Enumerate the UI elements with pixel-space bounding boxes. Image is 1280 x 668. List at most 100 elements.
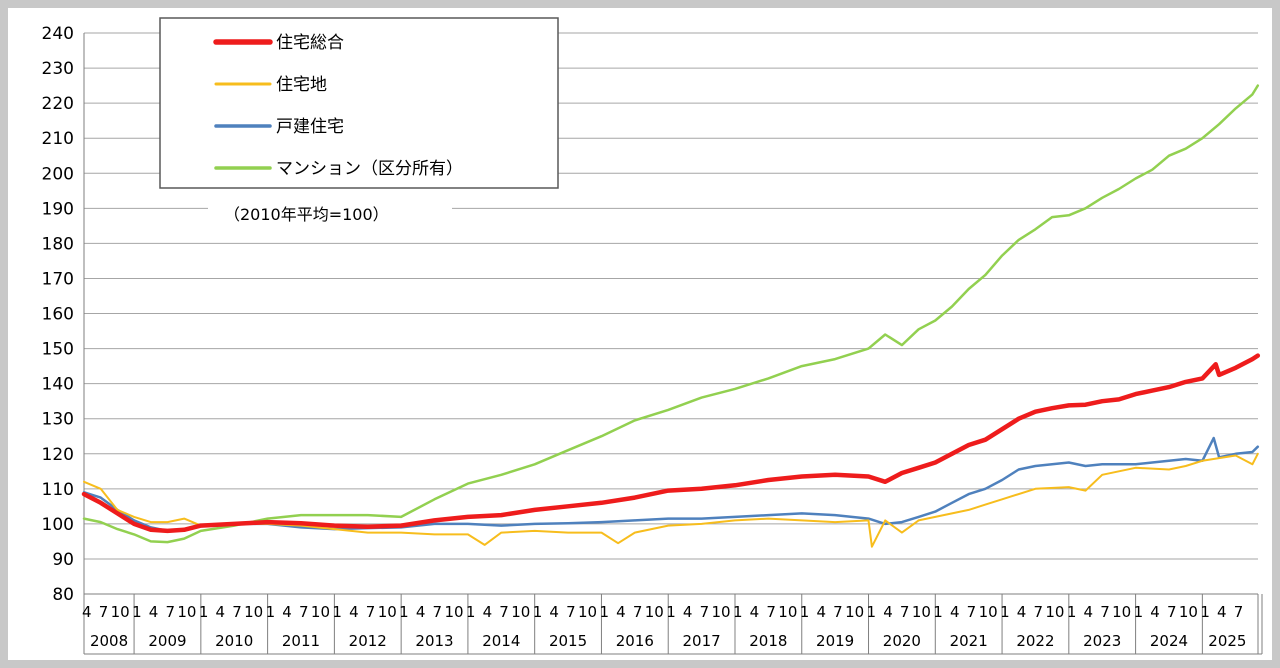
- month-tick-label: 1: [332, 603, 342, 621]
- month-tick-label: 7: [99, 603, 109, 621]
- month-tick-label: 7: [633, 603, 643, 621]
- month-tick-label: 10: [111, 603, 130, 621]
- legend-label-0: 住宅総合: [276, 33, 344, 53]
- month-tick-label: 1: [266, 603, 276, 621]
- y-tick-label: 240: [42, 24, 74, 44]
- month-tick-label: 7: [700, 603, 710, 621]
- month-tick-label: 4: [149, 603, 159, 621]
- month-tick-label: 4: [883, 603, 893, 621]
- month-tick-label: 4: [750, 603, 760, 621]
- month-tick-label: 1: [1000, 603, 1010, 621]
- month-tick-label: 10: [979, 603, 998, 621]
- month-tick-label: 7: [1033, 603, 1043, 621]
- year-label: 2014: [482, 632, 520, 650]
- y-tick-label: 230: [42, 59, 74, 79]
- month-tick-label: 10: [378, 603, 397, 621]
- month-tick-label: 4: [1017, 603, 1027, 621]
- year-label: 2022: [1016, 632, 1054, 650]
- month-tick-label: 1: [599, 603, 609, 621]
- month-tick-label: 4: [549, 603, 559, 621]
- year-label: 2008: [90, 632, 128, 650]
- month-tick-label: 1: [1067, 603, 1077, 621]
- year-label: 2024: [1150, 632, 1188, 650]
- month-tick-label: 7: [165, 603, 175, 621]
- y-tick-label: 120: [42, 445, 74, 465]
- month-tick-label: 1: [466, 603, 476, 621]
- month-tick-label: 4: [683, 603, 693, 621]
- year-label: 2018: [749, 632, 787, 650]
- year-label: 2025: [1208, 632, 1246, 650]
- month-tick-label: 1: [666, 603, 676, 621]
- chart-container: 80 90 100 110 120 130 140 150 160 170 180 190 200 210…: [8, 8, 1272, 660]
- year-label: 2010: [215, 632, 253, 650]
- month-tick-label: 7: [1167, 603, 1177, 621]
- year-label: 2009: [148, 632, 186, 650]
- note-background: [208, 201, 452, 227]
- month-tick-label: 4: [1217, 603, 1227, 621]
- y-tick-label: 160: [42, 305, 74, 325]
- month-tick-label: 10: [444, 603, 463, 621]
- month-tick-label: 4: [816, 603, 826, 621]
- month-tick-label: 4: [349, 603, 359, 621]
- month-tick-label: 7: [499, 603, 509, 621]
- y-tick-label: 180: [42, 234, 74, 254]
- legend-label-1: 住宅地: [276, 75, 327, 95]
- month-tick-label: 7: [766, 603, 776, 621]
- month-tick-label: 1: [399, 603, 409, 621]
- y-tick-label: 130: [42, 410, 74, 430]
- month-tick-label: 1: [933, 603, 943, 621]
- month-tick-label: 4: [950, 603, 960, 621]
- legend-box: [159, 17, 559, 189]
- year-label: 2013: [415, 632, 453, 650]
- month-tick-label: 7: [232, 603, 242, 621]
- year-label: 2011: [282, 632, 320, 650]
- month-tick-label: 1: [733, 603, 743, 621]
- y-tick-label: 150: [42, 340, 74, 360]
- month-tick-label: 7: [1100, 603, 1110, 621]
- month-tick-label: 1: [533, 603, 543, 621]
- legend-label-2: 戸建住宅: [276, 117, 344, 137]
- y-tick-label: 190: [42, 199, 74, 219]
- month-tick-label: 4: [483, 603, 493, 621]
- month-tick-label: 10: [177, 603, 196, 621]
- month-tick-label: 10: [845, 603, 864, 621]
- year-label: 2020: [883, 632, 921, 650]
- y-tick-label: 80: [52, 585, 74, 605]
- month-tick-label: 10: [712, 603, 731, 621]
- month-tick-label: 4: [216, 603, 226, 621]
- month-tick-label: 10: [912, 603, 931, 621]
- month-tick-label: 10: [311, 603, 330, 621]
- month-tick-label: 1: [867, 603, 877, 621]
- month-tick-label: 1: [1134, 603, 1144, 621]
- month-tick-label: 7: [566, 603, 576, 621]
- series-line-0: [81, 353, 1261, 534]
- month-tick-label: 4: [616, 603, 626, 621]
- y-tick-label: 210: [42, 129, 74, 149]
- y-tick-label: 220: [42, 94, 74, 114]
- year-label: 2012: [349, 632, 387, 650]
- y-tick-label: 90: [52, 550, 74, 570]
- year-label: 2021: [950, 632, 988, 650]
- month-tick-label: 7: [833, 603, 843, 621]
- y-tick-label: 140: [42, 375, 74, 395]
- y-tick-label: 110: [42, 480, 74, 500]
- month-tick-label: 7: [366, 603, 376, 621]
- y-tick-label: 170: [42, 269, 74, 289]
- y-tick-label: 100: [42, 515, 74, 535]
- month-tick-label: 4: [1150, 603, 1160, 621]
- month-tick-label: 7: [1234, 603, 1244, 621]
- y-axis: 80 90 100 110 120 130 140 150 160 170 180 190 200 210…: [42, 24, 85, 605]
- line-chart: 8090100110120130140150160170180190200210…: [42, 17, 1263, 655]
- month-tick-label: 1: [1200, 603, 1210, 621]
- month-tick-label: 10: [778, 603, 797, 621]
- month-tick-label: 10: [1112, 603, 1131, 621]
- month-tick-label: 4: [82, 603, 92, 621]
- month-tick-label: 7: [299, 603, 309, 621]
- month-tick-label: 4: [416, 603, 426, 621]
- month-tick-label: 1: [132, 603, 142, 621]
- month-tick-label: 10: [244, 603, 263, 621]
- legend-label-3: マンション（区分所有）: [276, 159, 463, 179]
- series-line-1: [83, 452, 1259, 548]
- year-label: 2023: [1083, 632, 1121, 650]
